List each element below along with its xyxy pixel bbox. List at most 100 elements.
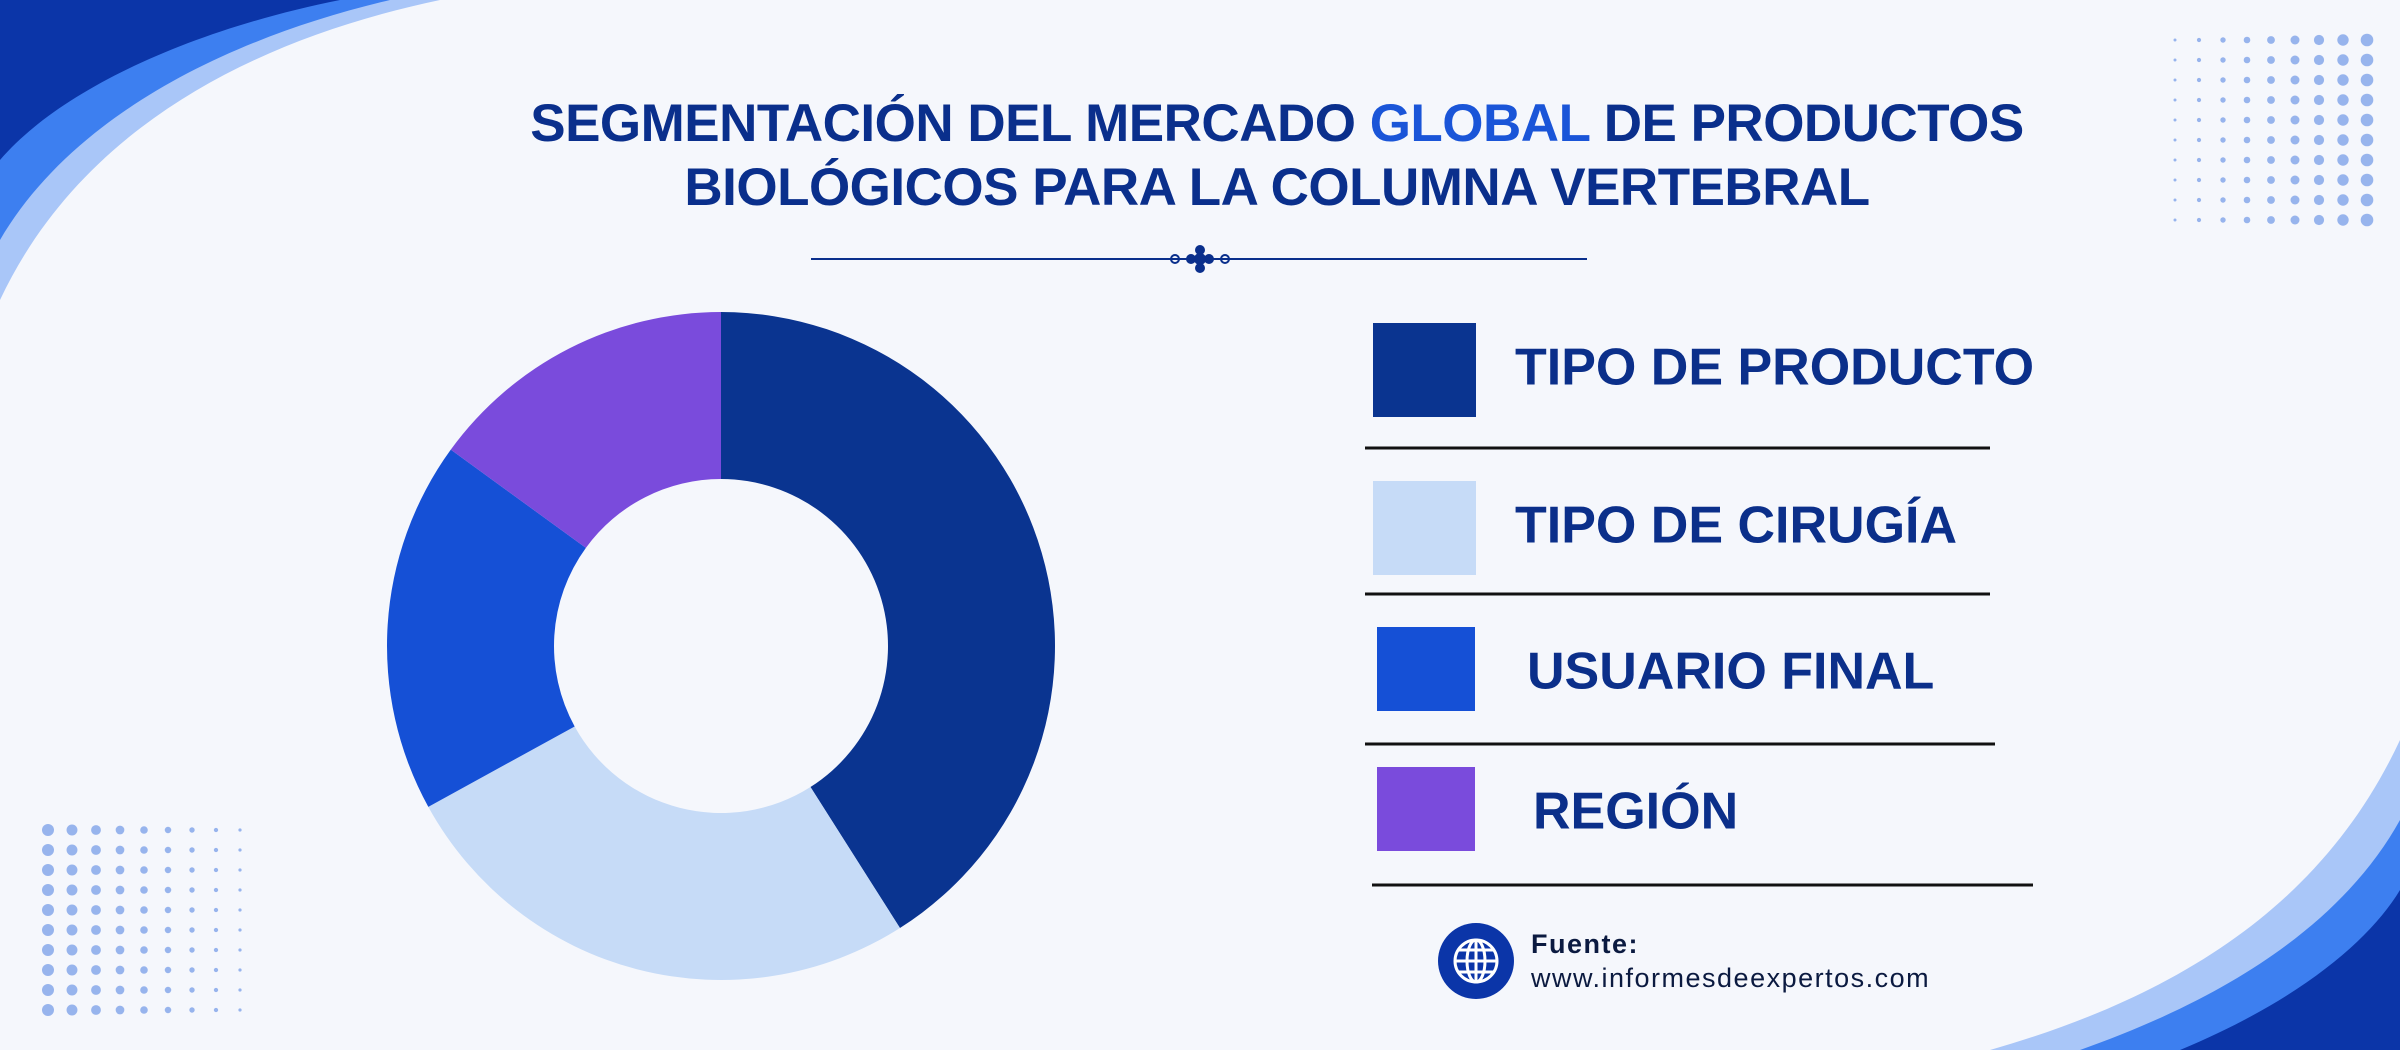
- decor-dot: [2196, 217, 2202, 223]
- decor-dot: [140, 906, 148, 914]
- decor-dot: [2360, 33, 2374, 47]
- decor-dot: [2267, 56, 2275, 64]
- title-highlight: GLOBAL: [1369, 94, 1590, 153]
- decor-dot: [115, 905, 125, 915]
- decor-dot: [189, 827, 195, 833]
- decor-dot: [2173, 38, 2177, 42]
- decor-dot: [2313, 174, 2325, 186]
- decor-dot: [2360, 173, 2374, 187]
- decor-dot: [213, 967, 219, 973]
- decor-dot: [2267, 196, 2275, 204]
- legend-label: REGIÓN: [1533, 783, 1738, 841]
- decor-dot: [66, 1004, 78, 1016]
- decor-dot: [2337, 54, 2349, 66]
- decor-dot: [2173, 138, 2177, 142]
- title-text: BIOLÓGICOS PARA LA COLUMNA VERTEBRAL: [684, 158, 1870, 217]
- decor-dot: [2196, 77, 2202, 83]
- decor-dot: [2173, 198, 2177, 202]
- decor-dot: [164, 926, 172, 934]
- decor-dot: [2173, 98, 2177, 102]
- decor-dot: [66, 844, 78, 856]
- decor-dot: [189, 887, 195, 893]
- legend-label: TIPO DE PRODUCTO: [1515, 339, 2034, 397]
- title-line: SEGMENTACIÓN DEL MERCADO GLOBAL DE PRODU…: [400, 92, 2154, 156]
- decor-dot: [2337, 114, 2349, 126]
- decor-dot: [42, 984, 54, 996]
- decor-dot: [238, 828, 242, 832]
- decor-dot: [2313, 94, 2325, 106]
- decor-dot: [2267, 156, 2275, 164]
- decor-dot: [42, 924, 54, 936]
- decor-dot: [2173, 158, 2177, 162]
- decor-dot: [2313, 214, 2325, 226]
- decor-dot: [115, 985, 125, 995]
- decor-dot: [2290, 35, 2300, 45]
- decor-dot: [2196, 57, 2202, 63]
- decor-dot: [238, 988, 242, 992]
- decor-dot: [2243, 176, 2251, 184]
- decor-dot: [189, 927, 195, 933]
- decor-dot: [91, 1005, 101, 1015]
- decor-dot: [140, 926, 148, 934]
- decor-dot: [213, 927, 219, 933]
- legend-swatch: [1377, 767, 1475, 851]
- decor-dot: [2337, 74, 2349, 86]
- decor-dot: [164, 1006, 172, 1014]
- decor-dot: [213, 947, 219, 953]
- decor-dot: [91, 825, 101, 835]
- decor-dot: [238, 868, 242, 872]
- decor-dot: [164, 846, 172, 854]
- decor-dot: [2243, 216, 2251, 224]
- decor-dot: [189, 967, 195, 973]
- decor-dot: [2360, 133, 2374, 147]
- decor-dot: [2220, 137, 2226, 143]
- decor-dot: [2173, 218, 2177, 222]
- decor-dot: [213, 907, 219, 913]
- decor-dot: [140, 846, 148, 854]
- decor-dot: [213, 827, 219, 833]
- decor-dot: [42, 884, 54, 896]
- decor-dot: [238, 908, 242, 912]
- decor-dot: [140, 966, 148, 974]
- decor-dot: [140, 946, 148, 954]
- chart-title: SEGMENTACIÓN DEL MERCADO GLOBAL DE PRODU…: [400, 92, 2154, 220]
- legend-swatch: [1373, 323, 1476, 417]
- decor-dot: [66, 944, 78, 956]
- source-label: Fuente:: [1531, 929, 1639, 959]
- decor-dot: [2337, 154, 2349, 166]
- decor-dot: [2243, 76, 2251, 84]
- decor-dot: [213, 867, 219, 873]
- decor-dot: [42, 824, 54, 836]
- decor-dot: [2360, 53, 2374, 67]
- decor-dot: [164, 986, 172, 994]
- decor-dot: [66, 884, 78, 896]
- decor-dot: [2313, 34, 2325, 46]
- decor-dot: [2220, 117, 2226, 123]
- decor-dot: [2360, 93, 2374, 107]
- decor-dot: [91, 945, 101, 955]
- decor-dot: [189, 867, 195, 873]
- decor-dot: [164, 866, 172, 874]
- decor-dot: [2220, 97, 2226, 103]
- donut-segment: [387, 449, 586, 807]
- decor-dot: [2360, 193, 2374, 207]
- decor-dot: [2196, 157, 2202, 163]
- decor-dot: [2337, 194, 2349, 206]
- decor-dot: [238, 928, 242, 932]
- decor-dot: [66, 904, 78, 916]
- decor-dot: [2313, 74, 2325, 86]
- decor-dot: [2220, 157, 2226, 163]
- decor-dot: [2360, 113, 2374, 127]
- decor-dot: [2173, 58, 2177, 62]
- donut-segment: [450, 312, 721, 548]
- decor-dot: [2243, 156, 2251, 164]
- decor-dot: [140, 826, 148, 834]
- decor-dot: [2220, 197, 2226, 203]
- decor-dot: [2243, 196, 2251, 204]
- decor-swoosh: [0, 0, 340, 160]
- decor-dot: [2290, 175, 2300, 185]
- decor-dot: [91, 985, 101, 995]
- decor-dot: [164, 826, 172, 834]
